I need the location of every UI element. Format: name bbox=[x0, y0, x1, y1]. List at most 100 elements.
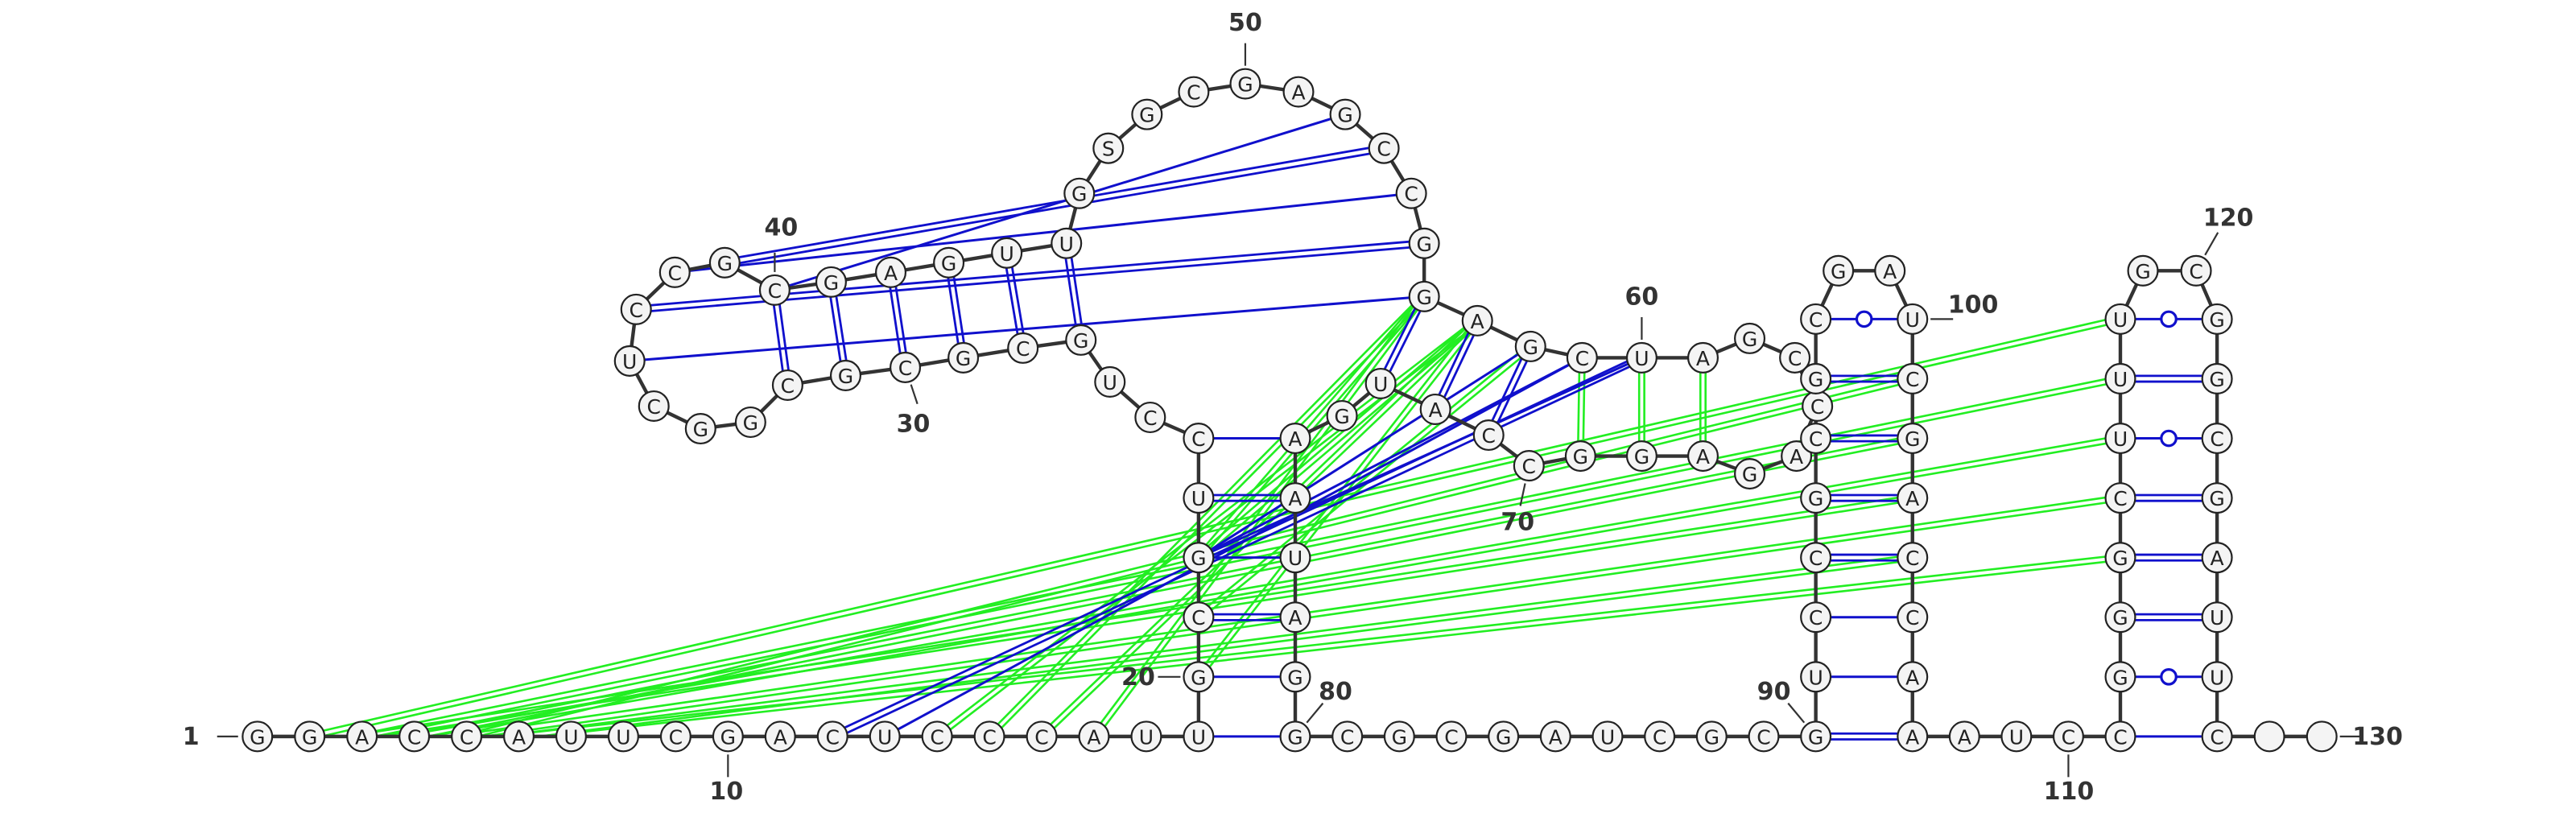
pair-line bbox=[518, 554, 1913, 735]
nucleotide-94: G bbox=[1800, 482, 1832, 514]
pair-line bbox=[1008, 252, 1027, 349]
nucleotide-letter: A bbox=[1288, 606, 1302, 630]
nucleotide-letter: C bbox=[1143, 407, 1157, 430]
nucleotide-letter: G bbox=[1191, 547, 1206, 570]
nucleotide-28: C bbox=[1007, 332, 1039, 364]
nucleotide-93: C bbox=[1800, 542, 1832, 574]
pair-line bbox=[950, 262, 968, 358]
nucleotide-44: U bbox=[991, 237, 1023, 269]
nucleotide-letter: U bbox=[1634, 347, 1649, 370]
nucleotide-letter: A bbox=[774, 725, 787, 749]
nucleotide-26: U bbox=[1094, 365, 1126, 398]
pair-line bbox=[770, 290, 786, 386]
nucleotide-32: C bbox=[771, 369, 803, 401]
position-label: 80 bbox=[1319, 678, 1352, 706]
pair-line bbox=[1431, 319, 1476, 409]
nucleotide-letter: C bbox=[1809, 547, 1823, 570]
pair-line bbox=[1576, 357, 1581, 456]
nucleotide-letter: G bbox=[2209, 487, 2224, 510]
nucleotide-letter: G bbox=[1287, 666, 1302, 689]
nucleotide-letter: C bbox=[1575, 347, 1589, 370]
nucleotide-89: C bbox=[1748, 720, 1780, 753]
pair-line bbox=[832, 281, 850, 376]
nucleotide-letter: C bbox=[930, 725, 943, 749]
nucleotide-letter: U bbox=[1191, 725, 1206, 749]
backbone-path bbox=[257, 81, 2322, 739]
nucleotide-letter: C bbox=[1788, 347, 1802, 370]
nucleotide-letter: C bbox=[1191, 606, 1205, 630]
nucleotide-91: U bbox=[1800, 661, 1832, 693]
nucleotide-57: A bbox=[1461, 304, 1493, 336]
nucleotide-letter: S bbox=[1102, 138, 1115, 161]
nucleotide-letter: C bbox=[1809, 308, 1823, 332]
nucleotide-97: C bbox=[1800, 303, 1832, 335]
nucleotide-40: C bbox=[758, 274, 791, 306]
wobble-pair-marker bbox=[2160, 310, 2178, 328]
nucleotide-33: G bbox=[734, 406, 766, 439]
nucleotide-17: A bbox=[1078, 720, 1110, 753]
nucleotide-letter: C bbox=[407, 725, 421, 749]
nucleotide-95: C bbox=[1800, 423, 1832, 455]
nucleotide-116: U bbox=[2104, 423, 2136, 455]
nucleotide-letter: U bbox=[1139, 725, 1154, 749]
nucleotide-letter: C bbox=[898, 357, 912, 380]
nucleotide-letter: A bbox=[1696, 347, 1710, 370]
nucleotide-letter: A bbox=[1291, 81, 1305, 105]
nucleotide-letter: A bbox=[1288, 487, 1302, 510]
nucleotide-letter: G bbox=[2209, 368, 2224, 391]
pair-line bbox=[1195, 317, 1476, 557]
nucleotide-12: C bbox=[816, 720, 848, 753]
nucleotide-105: C bbox=[1897, 601, 1929, 634]
nucleotide-126: U bbox=[2201, 601, 2233, 634]
nucleotide-letter: C bbox=[1191, 427, 1205, 451]
wobble-pair-marker bbox=[2160, 667, 2178, 686]
nucleotide-52: G bbox=[1329, 98, 1361, 130]
nucleotide-letter: G bbox=[1905, 427, 1920, 451]
pair-line bbox=[1582, 357, 1586, 456]
nucleotide-22: G bbox=[1183, 542, 1215, 574]
nucleotide-98: G bbox=[1823, 254, 1855, 287]
pair-line bbox=[886, 272, 904, 369]
nucleotide-letter: G bbox=[1334, 405, 1349, 428]
position-label: 70 bbox=[1501, 509, 1534, 537]
nucleotide-37: C bbox=[620, 293, 652, 325]
nucleotide-92: C bbox=[1800, 601, 1832, 634]
pair-line bbox=[1377, 295, 1423, 383]
nucleotide-35: C bbox=[638, 390, 670, 423]
nucleotide-38: C bbox=[658, 256, 691, 288]
nucleotide-122: G bbox=[2201, 362, 2233, 394]
nucleotide-letter: C bbox=[1757, 725, 1770, 749]
nucleotide-111: C bbox=[2104, 720, 2136, 753]
position-label: 110 bbox=[2044, 778, 2095, 806]
nucleotide-letter: G bbox=[1071, 183, 1087, 206]
nucleotide-letter: C bbox=[2189, 260, 2202, 283]
nucleotide-72: A bbox=[1419, 393, 1451, 426]
nucleotide-102: G bbox=[1897, 423, 1929, 455]
pair-line bbox=[1199, 321, 1480, 561]
nucleotide-108: A bbox=[1948, 720, 1980, 753]
nucleotide-letter: G bbox=[1808, 487, 1823, 510]
nucleotide-2: G bbox=[294, 720, 326, 753]
nucleotide-letter: A bbox=[1549, 725, 1563, 749]
nucleotide-83: C bbox=[1435, 720, 1468, 753]
nucleotide-letter: G bbox=[1496, 725, 1511, 749]
nucleotide-75: A bbox=[1279, 423, 1311, 455]
nucleotide-letter: U bbox=[1288, 547, 1302, 570]
nucleotide-letter: G bbox=[1831, 260, 1846, 283]
pair-line bbox=[630, 295, 1425, 362]
nucleotide-letter: A bbox=[512, 725, 526, 749]
nucleotide-101: C bbox=[1897, 362, 1929, 394]
nucleotide-106: A bbox=[1897, 661, 1929, 693]
position-label: 30 bbox=[897, 411, 931, 439]
nucleotide-48: G bbox=[1131, 98, 1163, 130]
nucleotide-letter: U bbox=[1000, 242, 1014, 266]
nucleotide-100: U bbox=[1897, 303, 1929, 335]
nucleotide-41: G bbox=[815, 266, 847, 298]
nucleotide-letter: A bbox=[2211, 547, 2224, 570]
nucleotide-82: G bbox=[1383, 720, 1415, 753]
nucleotide-letter: C bbox=[825, 725, 839, 749]
wobble-pair-marker bbox=[1855, 310, 1873, 328]
nucleotide-129 bbox=[2253, 720, 2285, 753]
